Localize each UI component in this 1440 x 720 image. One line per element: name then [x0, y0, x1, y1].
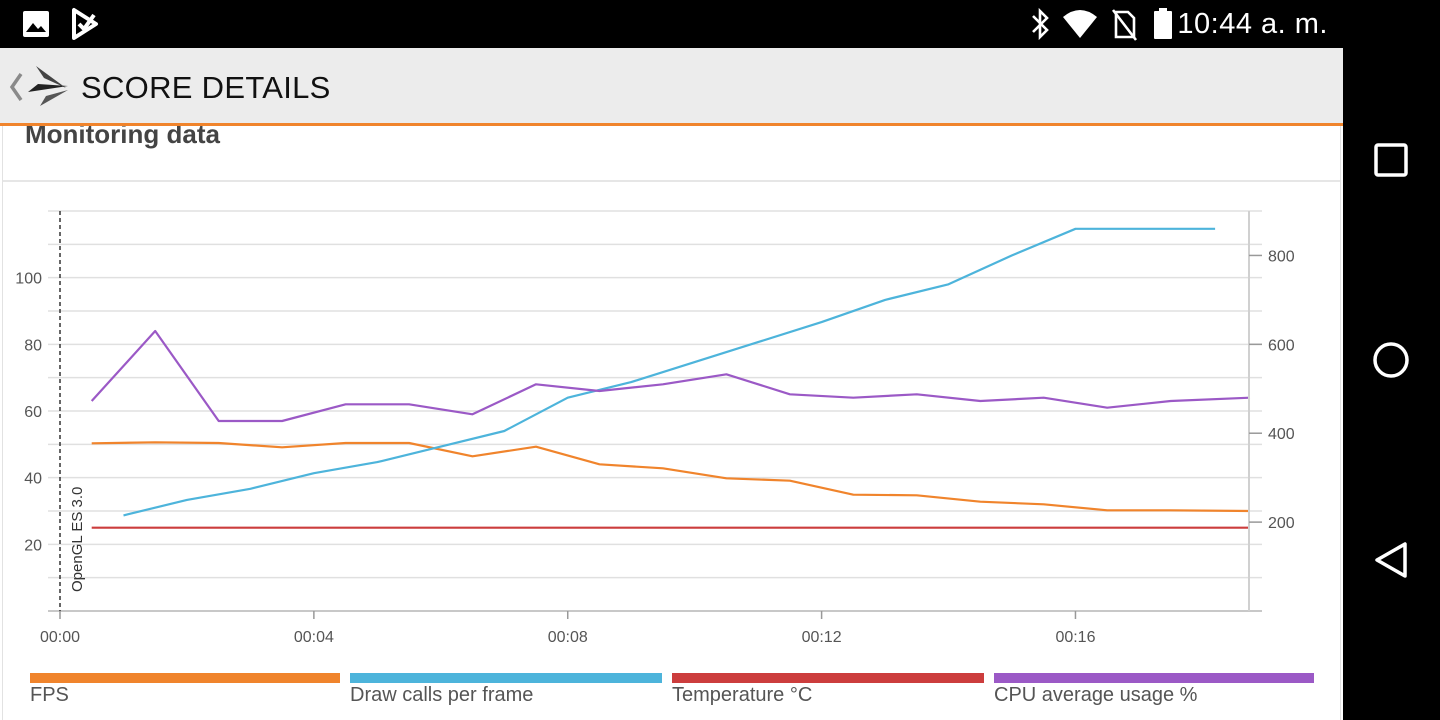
left-tick-label: 80	[24, 337, 42, 354]
back-triangle-icon[interactable]	[1367, 536, 1415, 584]
x-tick-label: 00:16	[1055, 629, 1095, 646]
legend-swatch	[30, 673, 340, 683]
bluetooth-icon	[1032, 7, 1049, 41]
battery-icon	[1154, 8, 1172, 39]
monitoring-card: Monitoring data	[2, 108, 1341, 720]
image-icon	[23, 11, 49, 37]
no-sim-icon	[1111, 9, 1138, 41]
status-time: 10:44 a. m.	[1177, 8, 1328, 40]
navigation-bar	[1343, 48, 1440, 720]
chart-series	[90, 227, 1251, 529]
x-tick-label: 00:00	[40, 629, 80, 646]
legend-swatch	[994, 673, 1314, 683]
legend-label: CPU average usage %	[994, 684, 1198, 706]
left-tick-label: 100	[15, 271, 42, 288]
legend-item-temperature: Temperature °C	[672, 673, 984, 717]
legend-swatch	[672, 673, 984, 683]
right-tick-label: 400	[1268, 426, 1295, 443]
series-line-cpu-average-usage	[90, 329, 1251, 423]
wifi-icon	[1063, 10, 1097, 38]
chart-axes	[48, 211, 1262, 619]
recents-square-icon[interactable]	[1367, 136, 1415, 184]
left-tick-label: 20	[24, 537, 42, 554]
legend-item-cpu-usage: CPU average usage %	[994, 673, 1314, 717]
3dmark-logo-icon	[28, 66, 68, 106]
chart-grid	[48, 210, 1262, 579]
chevron-left-icon[interactable]	[6, 70, 28, 104]
home-circle-icon[interactable]	[1367, 336, 1415, 384]
legend-label: Temperature °C	[672, 684, 813, 706]
right-tick-label: 600	[1268, 337, 1295, 354]
right-tick-label: 800	[1268, 248, 1295, 265]
chart-tick-labels: 00:00 00:04 00:08 00:12 00:16 20 40 60 80 100 200 4…	[15, 248, 1295, 646]
api-annotation: OpenGL ES 3.0	[69, 487, 86, 592]
series-line-draw-calls-per-frame	[123, 227, 1216, 517]
page-title: SCORE DETAILS	[81, 70, 331, 105]
legend-item-draw-calls: Draw calls per frame	[350, 673, 662, 717]
right-tick-label: 200	[1268, 515, 1295, 532]
legend-label: FPS	[30, 684, 69, 706]
series-line-fps	[91, 441, 1251, 513]
left-tick-label: 40	[24, 471, 42, 488]
legend-label: Draw calls per frame	[350, 684, 534, 706]
app-content: SCORE DETAILS Monitoring data 00:00 00:04…	[0, 48, 1343, 720]
left-tick-label: 60	[24, 404, 42, 421]
check-flag-icon	[72, 8, 98, 40]
status-bar: 10:44 a. m.	[0, 0, 1440, 48]
legend-swatch	[350, 673, 662, 683]
x-tick-label: 00:12	[802, 629, 842, 646]
toolbar: SCORE DETAILS	[0, 48, 1343, 126]
card-divider	[3, 180, 1340, 182]
legend-item-fps: FPS	[30, 673, 340, 717]
x-tick-label: 00:04	[294, 629, 334, 646]
monitoring-chart: 00:00 00:04 00:08 00:12 00:16 20 40 60 80 100 200 4…	[15, 210, 1295, 646]
x-tick-label: 00:08	[548, 629, 588, 646]
